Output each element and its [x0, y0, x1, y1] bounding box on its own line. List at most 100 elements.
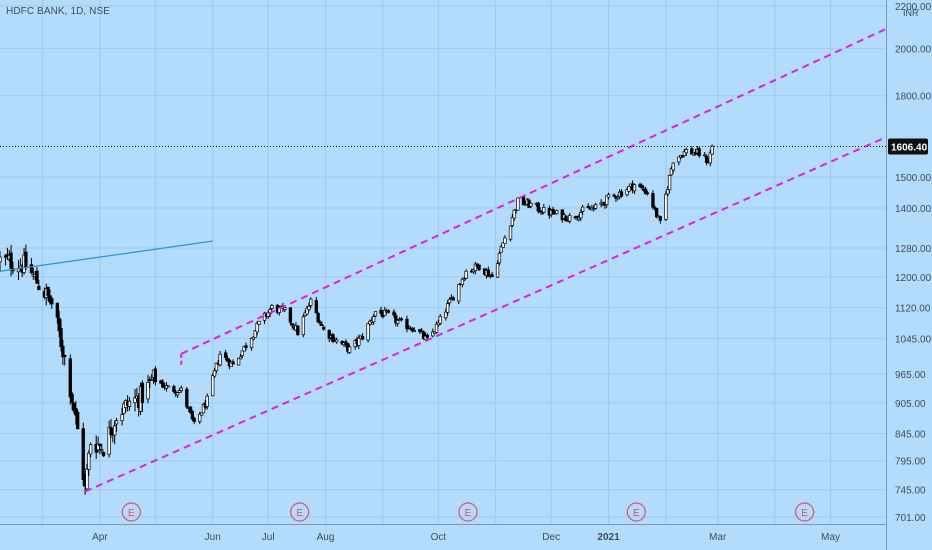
candle-body — [63, 355, 67, 358]
candle-body — [431, 331, 435, 337]
candle-body — [251, 336, 256, 340]
channel-lower-line[interactable] — [84, 136, 887, 493]
candle-body — [447, 299, 452, 304]
candle-body — [643, 188, 648, 195]
candle-body — [579, 212, 583, 219]
candle-body — [198, 414, 202, 422]
candle-body — [85, 468, 89, 490]
candle-body — [612, 194, 616, 197]
candle-body — [179, 387, 183, 391]
candle-body — [122, 403, 126, 414]
price-tick-label: 845.00 — [895, 429, 926, 440]
candle-body — [114, 420, 119, 425]
candle-body — [477, 264, 481, 271]
gridlines — [0, 0, 886, 524]
symbol-title[interactable]: HDFC BANK, 1D, NSE — [6, 6, 111, 17]
trendline[interactable] — [0, 240, 213, 272]
candle-body — [497, 253, 502, 264]
candle-body — [444, 311, 448, 319]
candle-body — [318, 321, 322, 324]
candle-body — [113, 425, 117, 436]
candle-body — [59, 328, 63, 348]
candle-body — [96, 443, 100, 451]
candle-body — [586, 205, 590, 209]
candle-body — [651, 192, 655, 208]
candle-body — [486, 269, 490, 277]
candle-body — [316, 312, 320, 323]
candle-body — [334, 339, 339, 343]
candle-body — [473, 263, 478, 272]
candle-body — [632, 184, 637, 192]
earnings-marker-circle — [290, 502, 310, 522]
candle-body — [540, 212, 544, 215]
candle-body — [314, 300, 318, 314]
candle-body — [288, 307, 293, 323]
candle-body — [423, 335, 428, 340]
candle-body — [76, 412, 80, 430]
earnings-marker[interactable]: E — [626, 502, 646, 522]
candle-body — [627, 186, 631, 192]
candle-body — [396, 320, 400, 324]
candle-body — [153, 368, 158, 383]
time-tick-label: Oct — [431, 532, 447, 543]
earnings-marker[interactable]: E — [795, 502, 815, 522]
candle-body — [410, 328, 415, 332]
price-tick-label: 2000.00 — [895, 45, 932, 56]
candle-body — [490, 274, 494, 278]
candle-body — [392, 311, 396, 316]
price-tick-label: 1045.00 — [895, 335, 932, 346]
candle-body — [344, 341, 348, 345]
earnings-marker-label: E — [801, 508, 808, 519]
candle-body — [460, 278, 465, 285]
candle-body — [29, 264, 34, 274]
price-tick-label: 1400.00 — [895, 204, 932, 215]
time-tick-label: Dec — [542, 532, 560, 543]
candle-body — [373, 311, 378, 317]
candle-body — [185, 388, 189, 408]
candle-body — [212, 370, 217, 377]
candle-body — [542, 207, 546, 213]
channel — [84, 28, 887, 493]
candle-body — [107, 426, 111, 455]
candle-body — [606, 194, 611, 198]
candle-body — [412, 330, 416, 332]
candle-body — [658, 216, 662, 221]
price-tick-label: 1120.00 — [895, 304, 931, 315]
candle-body — [120, 414, 124, 421]
candle-body — [516, 197, 520, 211]
candle-body — [161, 381, 165, 388]
time-tick-label: Aug — [317, 532, 335, 543]
candle-body — [127, 400, 132, 407]
candle-body — [616, 196, 620, 199]
time-tick-label: Apr — [92, 532, 108, 543]
candle-body — [172, 386, 176, 392]
candle-body — [290, 323, 294, 326]
candle-body — [46, 286, 50, 296]
candle-body — [536, 202, 540, 212]
earnings-marker[interactable]: E — [121, 502, 141, 522]
candle-body — [309, 298, 313, 306]
candle-body — [605, 195, 609, 206]
earnings-marker[interactable]: E — [458, 502, 478, 522]
candle-body — [357, 337, 361, 346]
candle-body — [645, 192, 650, 195]
candle-body — [625, 189, 629, 196]
candle-body — [37, 285, 41, 291]
price-tick-label: 795.00 — [895, 457, 926, 468]
candle-body — [568, 215, 572, 222]
price-tick-label: 965.00 — [895, 370, 926, 381]
candle-body — [0, 256, 2, 263]
channel-upper-line[interactable] — [180, 28, 887, 355]
candle-body — [266, 311, 270, 317]
candle-body — [451, 297, 455, 301]
candle-body — [327, 330, 331, 339]
candle-body — [322, 326, 326, 330]
candle-body — [371, 316, 376, 323]
candle-body — [684, 149, 688, 154]
earnings-marker-label: E — [296, 508, 303, 519]
candle-body — [510, 216, 515, 226]
earnings-marker-circle — [121, 502, 141, 522]
earnings-marker-label: E — [128, 508, 135, 519]
earnings-marker[interactable]: E — [290, 502, 310, 522]
